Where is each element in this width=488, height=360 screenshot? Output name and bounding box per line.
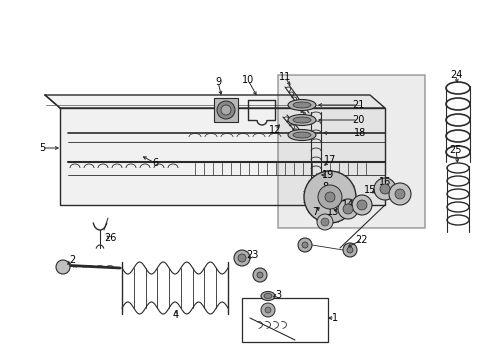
Circle shape [238,254,245,262]
Circle shape [261,303,274,317]
Ellipse shape [287,99,315,111]
Text: 4: 4 [173,310,179,320]
Text: 10: 10 [242,75,254,85]
Text: 7: 7 [311,207,318,217]
Text: 22: 22 [355,235,367,245]
Text: 23: 23 [245,250,258,260]
Text: 24: 24 [449,70,461,80]
Circle shape [221,105,230,115]
Polygon shape [45,95,384,108]
Bar [278,75,424,228]
Circle shape [257,272,263,278]
Circle shape [56,260,70,274]
Circle shape [373,178,395,200]
Circle shape [320,218,328,226]
Text: 14: 14 [341,200,353,210]
Text: 2: 2 [69,255,75,265]
Text: 21: 21 [351,100,364,110]
Ellipse shape [264,293,271,298]
Circle shape [379,184,389,194]
Text: 20: 20 [351,115,364,125]
Circle shape [304,171,355,223]
Text: 15: 15 [363,185,375,195]
Circle shape [337,199,357,219]
Circle shape [342,243,356,257]
Text: 16: 16 [378,177,390,187]
Circle shape [217,101,235,119]
Ellipse shape [292,132,310,138]
Ellipse shape [287,130,315,140]
Circle shape [302,242,307,248]
Ellipse shape [287,114,315,126]
Ellipse shape [292,117,310,123]
Text: 26: 26 [103,233,116,243]
Circle shape [316,214,332,230]
Ellipse shape [292,102,310,108]
Text: 9: 9 [215,77,221,87]
Text: 1: 1 [331,313,337,323]
Circle shape [264,307,270,313]
Text: 17: 17 [323,155,336,165]
Circle shape [356,200,366,210]
Text: 8: 8 [321,182,327,192]
Text: 13: 13 [326,207,339,217]
Text: 6: 6 [152,158,158,168]
Circle shape [388,183,410,205]
Text: 25: 25 [449,145,461,155]
Circle shape [317,185,341,209]
Text: 12: 12 [268,125,281,135]
Circle shape [346,247,352,253]
Bar [214,98,238,122]
Ellipse shape [261,292,274,301]
Circle shape [252,268,266,282]
Circle shape [351,195,371,215]
Text: 3: 3 [274,290,281,300]
Polygon shape [60,108,384,205]
Text: 5: 5 [39,143,45,153]
Circle shape [394,189,404,199]
Text: 11: 11 [278,72,290,82]
Circle shape [297,238,311,252]
Text: 19: 19 [321,170,333,180]
Text: 18: 18 [353,128,366,138]
Circle shape [342,204,352,214]
Bar [242,298,327,342]
Circle shape [234,250,249,266]
Circle shape [325,192,334,202]
